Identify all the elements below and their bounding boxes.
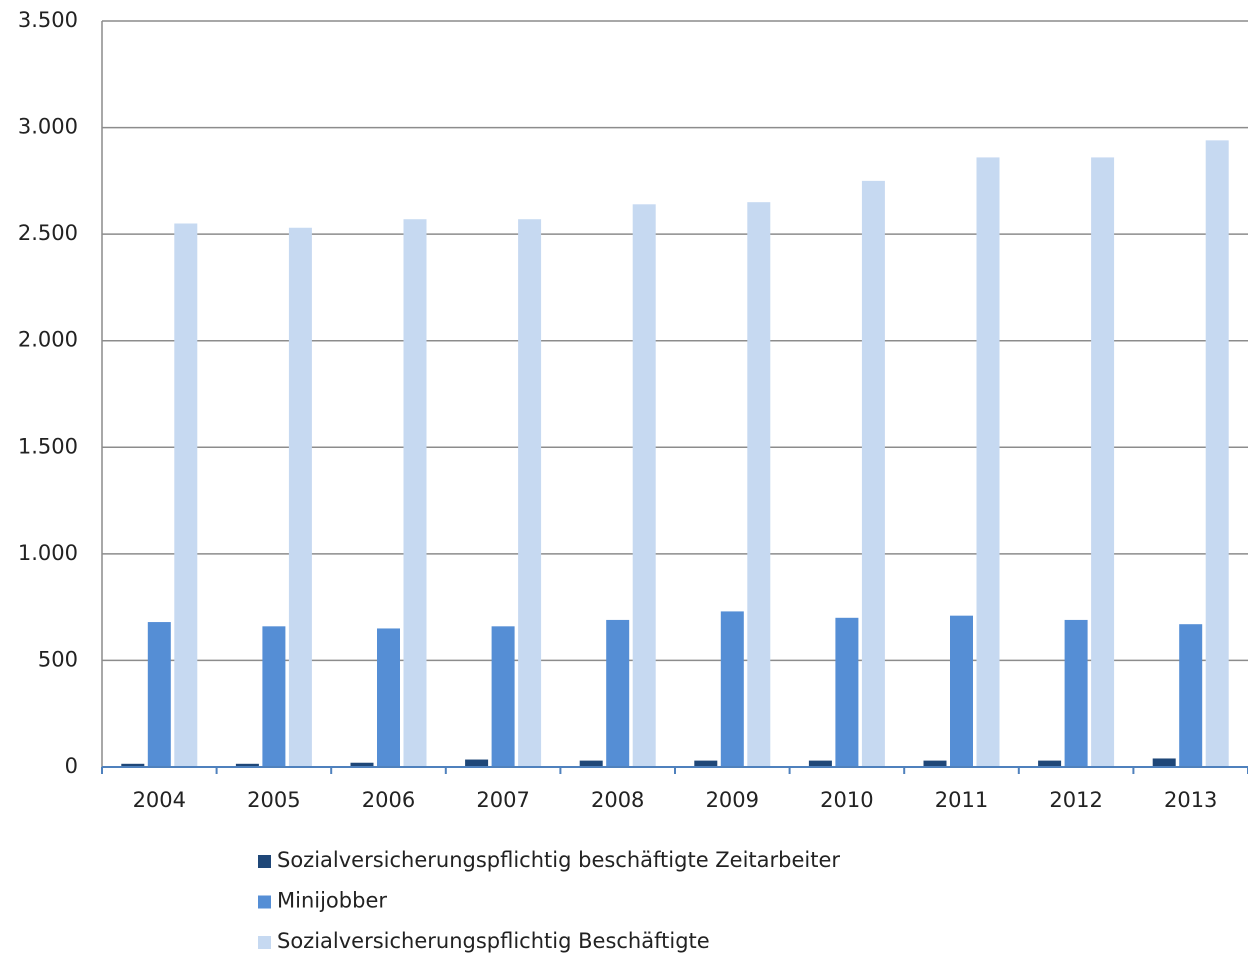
bar: [861, 180, 885, 767]
bar: [465, 759, 489, 767]
x-tick-label: 2009: [706, 788, 759, 812]
legend-swatch: [258, 855, 271, 868]
y-tick-label: 3.500: [18, 8, 78, 32]
bar: [121, 763, 145, 767]
bar: [835, 617, 859, 767]
bar: [808, 760, 832, 767]
legend-swatch: [258, 936, 271, 949]
x-tick-label: 2005: [247, 788, 300, 812]
x-tick-label: 2008: [591, 788, 644, 812]
bar: [1064, 619, 1088, 767]
bar: [350, 762, 374, 767]
x-tick-label: 2011: [935, 788, 988, 812]
y-tick-label: 3.000: [18, 115, 78, 139]
bar: [1205, 140, 1229, 768]
bar: [950, 615, 973, 767]
legend-label: Sozialversicherungspflichtig beschäftigt…: [277, 848, 840, 872]
legend-swatch: [258, 895, 271, 909]
y-tick-label: 1.000: [18, 541, 78, 565]
bar: [147, 622, 171, 767]
y-tick-label: 1.500: [18, 434, 78, 458]
bar: [579, 760, 603, 767]
y-tick-label: 2.500: [18, 221, 78, 245]
bar: [747, 202, 771, 767]
x-tick-label: 2006: [362, 788, 415, 812]
bar: [1038, 760, 1062, 767]
bar: [1179, 624, 1203, 767]
y-tick-label: 500: [38, 647, 78, 671]
bar: [632, 204, 656, 767]
x-tick-label: 2012: [1049, 788, 1102, 812]
y-tick-label: 0: [65, 754, 78, 778]
bar: [1152, 758, 1176, 767]
legend-label: Sozialversicherungspflichtig Beschäftigt…: [277, 929, 710, 953]
bar: [518, 219, 542, 768]
bar: [720, 611, 744, 767]
bar: [923, 760, 947, 767]
bar: [377, 628, 400, 767]
y-tick-label: 2.000: [18, 328, 78, 352]
legend-label: Minijobber: [277, 889, 387, 913]
bar: [694, 760, 718, 767]
x-tick-label: 2007: [476, 788, 529, 812]
bar: [491, 626, 515, 767]
bar: [262, 626, 286, 767]
x-tick-label: 2004: [133, 788, 186, 812]
bar: [1091, 157, 1115, 767]
bar: [235, 763, 259, 767]
bar: [288, 227, 312, 768]
x-tick-label: 2010: [820, 788, 873, 812]
bar: [976, 157, 1000, 767]
bar: [606, 619, 630, 767]
bar: [403, 219, 427, 768]
bar: [174, 223, 198, 767]
x-tick-label: 2013: [1164, 788, 1217, 812]
